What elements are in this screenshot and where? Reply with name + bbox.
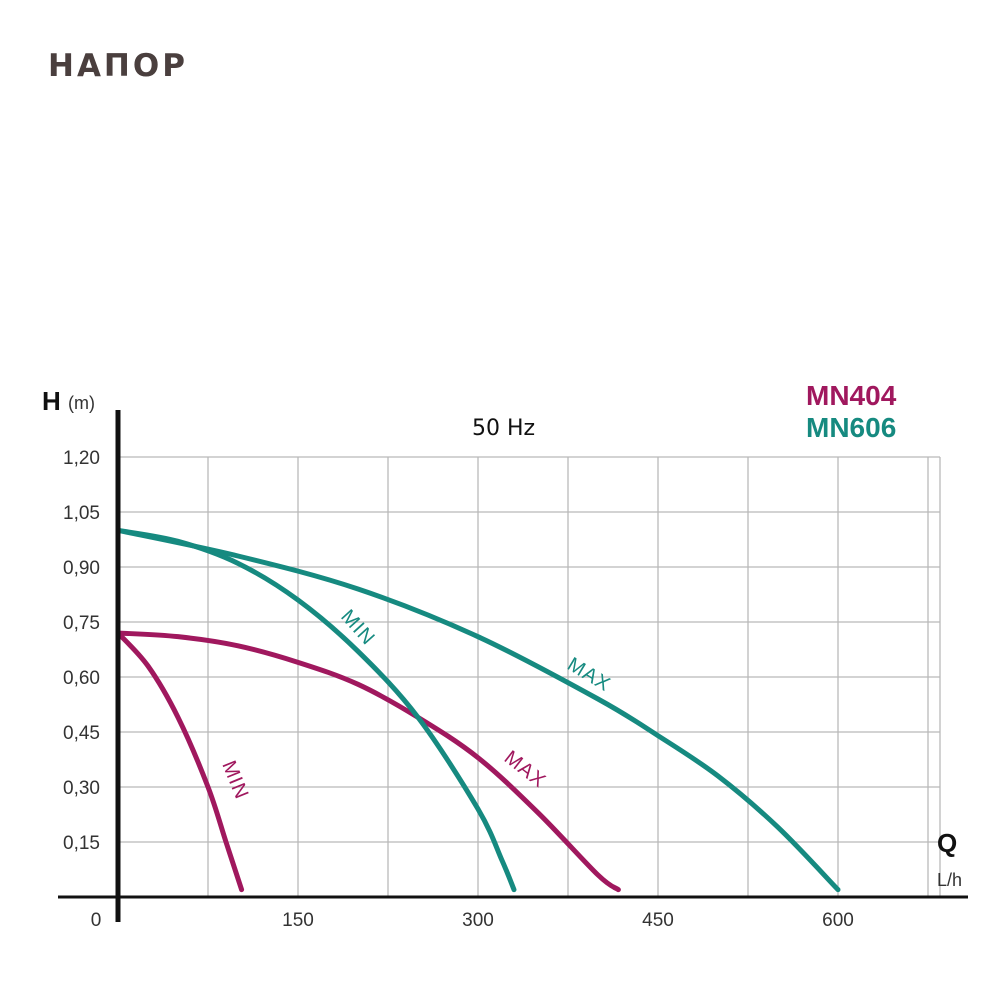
x-tick-label: 150 <box>282 910 314 931</box>
y-tick-label: 0,30 <box>63 778 100 799</box>
series-label-mn606-min: MIN <box>336 606 379 650</box>
x-tick-label: 600 <box>822 910 854 931</box>
curve-mn404-min <box>115 630 245 893</box>
curve-mn606-max <box>115 527 841 893</box>
grid <box>118 456 941 897</box>
y-axis-unit: (m) <box>68 393 95 413</box>
y-axis-title: H <box>42 386 61 416</box>
y-tick-label: 0,90 <box>63 558 100 579</box>
y-tick-label: 0,15 <box>63 833 100 854</box>
x-tick-label: 450 <box>642 910 674 931</box>
tick-labels: 0,15 0,30 0,45 0,60 0,75 0,90 1,05 1,20 0 150 300 4… <box>63 448 854 931</box>
x-axis-unit: L/h <box>937 870 962 890</box>
page-title: НАПОР <box>48 48 188 84</box>
model-label-mn606: MN606 <box>806 412 896 443</box>
curves <box>115 527 841 893</box>
curve-mn404-max <box>115 630 621 893</box>
y-tick-label: 0,45 <box>63 723 100 744</box>
series-label-mn404-min: MIN <box>217 758 252 803</box>
series-label-mn606-max: MAX <box>563 653 614 696</box>
model-label-mn404: MN404 <box>806 380 897 411</box>
curve-mn606-min <box>115 527 517 893</box>
chart-title: 50 Hz <box>472 416 535 441</box>
x-axis-title: Q <box>937 828 957 858</box>
y-tick-label: 0,75 <box>63 613 100 634</box>
y-tick-label: 1,20 <box>63 448 100 469</box>
y-tick-label: 1,05 <box>63 503 100 524</box>
axes <box>58 410 968 922</box>
x-tick-label: 300 <box>462 910 494 931</box>
y-tick-label: 0,60 <box>63 668 100 689</box>
x-tick-label: 0 <box>91 910 102 931</box>
